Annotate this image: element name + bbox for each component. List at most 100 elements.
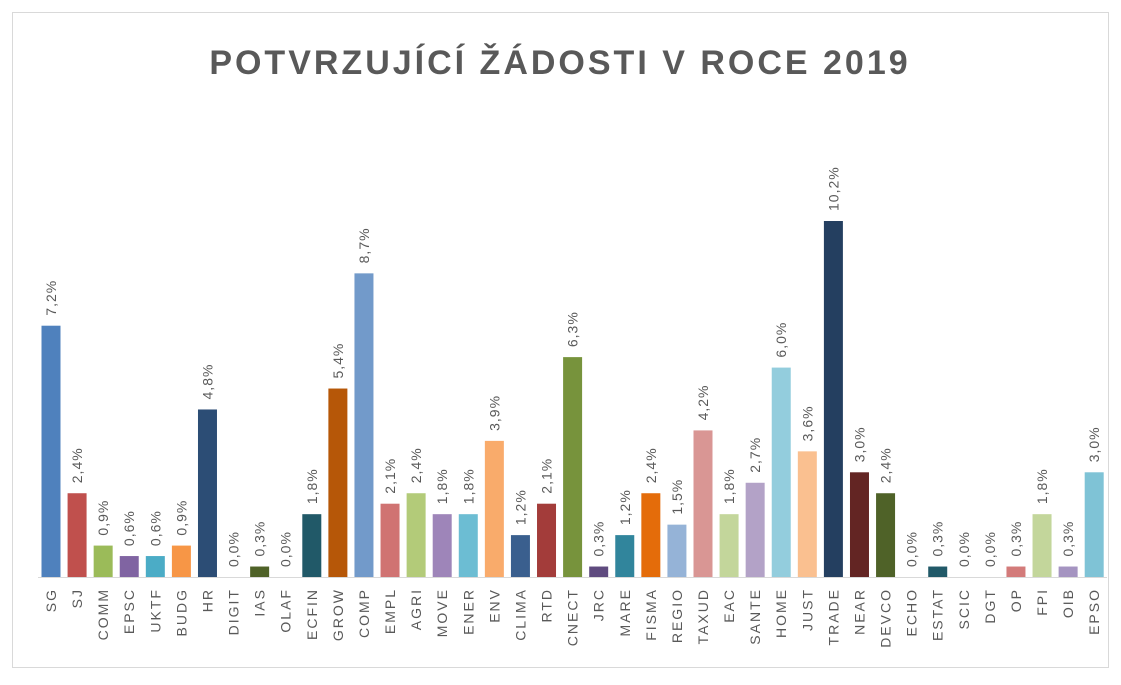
value-label: 1,2% [512,489,528,525]
value-label: 6,0% [773,322,789,358]
x-tick-label: MARE [617,588,633,636]
bar [667,524,687,577]
chart-border [12,12,1109,668]
value-label: 0,0% [982,531,998,567]
value-label: 3,6% [799,405,815,441]
bar [302,514,322,577]
x-tick-label: UKTF [147,588,163,633]
value-label: 1,8% [721,468,737,504]
bar [510,535,530,577]
x-tick-label: ENER [460,588,476,635]
value-label: 7,2% [43,280,59,316]
bar [67,493,87,577]
x-tick-label: FISMA [643,588,659,641]
bar [145,556,165,577]
x-tick-label: AGRI [408,588,424,630]
x-tick-label: JRC [591,588,607,621]
value-label: 0,6% [147,510,163,546]
bar [693,430,713,577]
x-tick-label: OLAF [278,588,294,633]
x-tick-label: IAS [252,588,268,617]
x-tick-label: TAXUD [695,588,711,644]
value-label: 2,1% [382,458,398,494]
x-tick-label: MOVE [434,588,450,637]
x-tick-label: ESTAT [930,588,946,641]
x-tick-label: GROW [330,588,346,641]
value-label: 0,9% [173,500,189,536]
value-label: 1,8% [434,468,450,504]
bar [406,493,426,577]
value-label: 2,4% [643,447,659,483]
value-label: 8,7% [356,227,372,263]
x-tick-label: HOME [773,588,789,638]
x-tick-label: EAC [721,588,737,623]
value-label: 0,3% [252,521,268,557]
bar [1006,566,1026,577]
bar [928,566,948,577]
value-label: 0,3% [1008,521,1024,557]
x-tick-label: BUDG [173,588,189,636]
value-label: 0,9% [95,500,111,536]
x-tick-label: CLIMA [512,588,528,641]
x-tick-label: JUST [799,588,815,631]
bar [197,409,217,577]
x-tick-label: ECHO [904,588,920,636]
x-tick-label: SCIC [956,588,972,629]
bar [823,221,843,577]
value-label: 4,2% [695,384,711,420]
value-label: 2,7% [747,437,763,473]
x-tick-label: DGT [982,588,998,624]
x-tick-label: RTD [539,588,555,623]
bar [797,451,817,577]
x-tick-label: OIB [1060,588,1076,618]
value-label: 0,3% [1060,521,1076,557]
chart-title: POTVRZUJÍCÍ ŽÁDOSTI V ROCE 2019 [209,44,910,82]
bar [589,566,609,577]
bar [1084,472,1104,577]
bar [849,472,869,577]
bar [484,440,504,577]
value-label: 6,3% [565,311,581,347]
x-tick-label: DIGIT [226,588,242,635]
value-label: 2,4% [69,447,85,483]
bar [432,514,452,577]
x-tick-label: NEAR [851,588,867,635]
value-label: 2,4% [878,447,894,483]
bar [328,388,348,577]
value-label: 3,0% [851,426,867,462]
value-label: 0,0% [226,531,242,567]
x-tick-label: FPI [1034,588,1050,616]
bar [1058,566,1078,577]
x-tick-label: SJ [69,588,85,608]
x-tick-label: EPSO [1086,588,1102,635]
value-label: 4,8% [199,364,215,400]
value-label: 1,8% [1034,468,1050,504]
bar [1032,514,1052,577]
bar [641,493,661,577]
value-label: 0,3% [591,521,607,557]
bar [771,367,791,577]
value-label: 1,5% [669,479,685,515]
bar [354,273,374,577]
value-label: 2,1% [539,458,555,494]
x-tick-label: SG [43,588,59,612]
value-label: 2,4% [408,447,424,483]
value-label: 1,8% [304,468,320,504]
bar [41,325,61,577]
value-label: 5,4% [330,343,346,379]
bar [93,545,113,577]
x-tick-label: DEVCO [878,588,894,648]
value-label: 0,0% [904,531,920,567]
bar [615,535,635,577]
x-tick-label: CNECT [565,588,581,646]
value-label: 3,9% [486,395,502,431]
bar [563,357,583,577]
x-tick-label: ECFIN [304,588,320,640]
value-label: 0,0% [278,531,294,567]
bar [380,503,400,577]
x-tick-label: OP [1008,588,1024,612]
bar [745,482,765,577]
value-label: 1,8% [460,468,476,504]
x-tick-label: ENV [486,588,502,623]
